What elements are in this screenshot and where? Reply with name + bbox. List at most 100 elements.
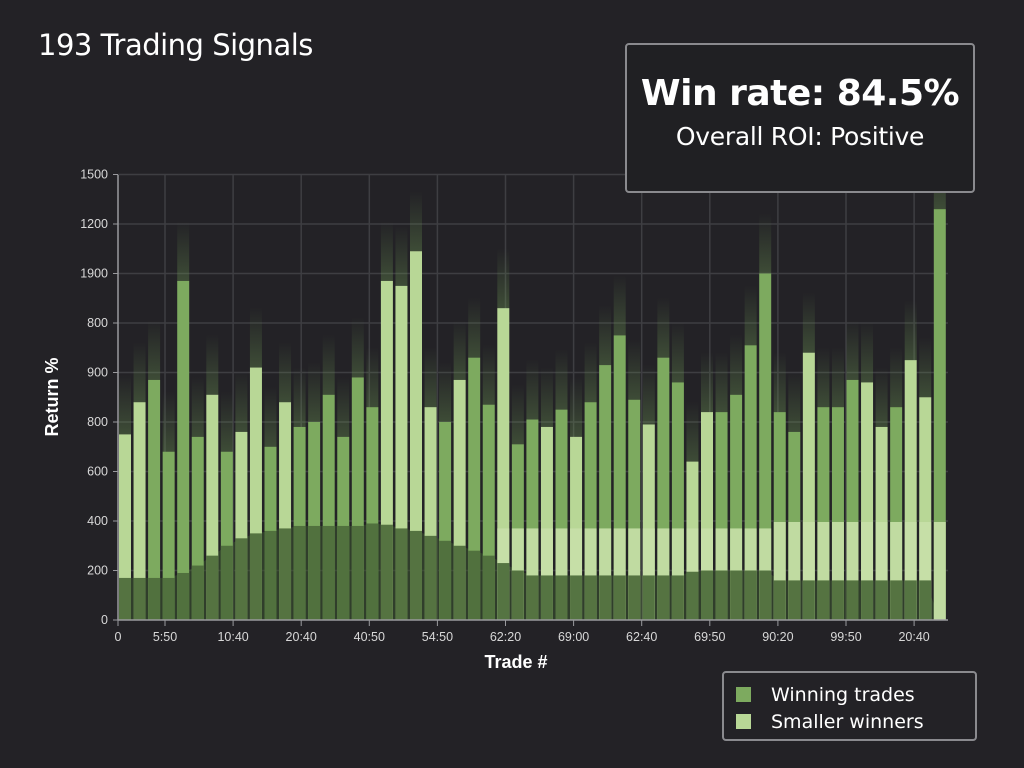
bar-glow <box>249 307 262 368</box>
bar-base-segment <box>715 570 728 620</box>
stats-box: Win rate: 84.5% Overall ROI: Positive <box>625 43 975 193</box>
bar-base-segment <box>395 528 408 620</box>
bar-base-segment <box>439 540 452 620</box>
bar-base-segment <box>817 580 830 620</box>
bar-glow <box>715 352 728 413</box>
bar-base-segment <box>220 545 233 620</box>
bar-base-segment <box>162 577 175 620</box>
legend-label: Smaller winners <box>771 710 924 733</box>
bar-glow <box>861 322 874 383</box>
bar-base-segment <box>919 580 932 620</box>
bar-base-segment <box>628 575 641 620</box>
bar-glow <box>119 374 131 435</box>
bar-base-segment <box>657 575 670 620</box>
y-tick-label: 600 <box>87 465 108 479</box>
bar-glow <box>788 371 801 432</box>
bar-glow <box>773 352 786 413</box>
bar-base-segment <box>482 555 495 620</box>
bar-base-segment <box>322 525 335 620</box>
bar-glow <box>671 322 684 383</box>
bar-glow <box>613 275 626 336</box>
bar-glow <box>351 317 364 378</box>
bar-base-segment <box>540 575 553 620</box>
bar <box>933 209 946 620</box>
bar-glow <box>642 364 655 425</box>
bar-base-segment <box>249 533 262 620</box>
x-tick-label: 62:40 <box>626 630 657 644</box>
bar-glow <box>424 347 437 408</box>
bar-base-segment <box>584 575 597 620</box>
bar-base-segment <box>613 575 626 620</box>
bar-glow <box>730 334 743 395</box>
bar-base-segment <box>861 580 874 620</box>
bar-base-segment <box>802 580 815 620</box>
bar <box>177 280 190 620</box>
y-tick-label: 200 <box>87 564 108 578</box>
bar-glow <box>817 347 830 408</box>
bar-base-segment <box>366 523 379 620</box>
bar-base-segment <box>744 570 757 620</box>
bar-base-segment <box>468 550 481 620</box>
bar-base-segment <box>773 580 786 620</box>
bar-glow <box>439 362 452 422</box>
bar-base-segment <box>788 580 801 620</box>
bar <box>119 434 131 620</box>
bar-base-segment <box>206 555 219 620</box>
bar-glow <box>831 347 844 408</box>
bar-glow <box>599 305 612 366</box>
bar-glow <box>584 342 597 403</box>
bar-base-segment <box>191 565 204 620</box>
bar-glow <box>162 391 175 452</box>
bar-glow <box>802 292 815 353</box>
y-axis-label: Return % <box>42 357 62 436</box>
bar-base-segment <box>380 524 393 620</box>
bar-glow <box>264 386 277 447</box>
bar-base-segment <box>264 530 277 620</box>
x-tick-label: 62:20 <box>490 630 521 644</box>
bar-base-segment <box>875 580 888 620</box>
bar-glow <box>322 334 335 395</box>
bar-glow <box>308 362 321 422</box>
bar-base-segment <box>642 575 655 620</box>
x-tick-label: 5:50 <box>153 630 177 644</box>
bar-glow <box>133 342 146 403</box>
bar-glow <box>395 225 408 286</box>
bar-base-segment <box>890 580 903 620</box>
bar-base-segment <box>759 570 772 620</box>
x-tick-label: 40:50 <box>354 630 385 644</box>
bar-glow <box>570 376 583 437</box>
x-tick-label: 69:50 <box>694 630 725 644</box>
x-tick-label: 99:50 <box>830 630 861 644</box>
x-tick-label: 20:40 <box>898 630 929 644</box>
bar-glow <box>628 339 641 400</box>
bar-base-segment <box>424 535 437 620</box>
bar-glow <box>846 319 859 380</box>
bar-glow <box>235 371 248 432</box>
bar-base-segment <box>904 580 917 620</box>
bar-glow <box>410 191 422 252</box>
y-tick-label: 800 <box>87 415 108 429</box>
bar-base-segment <box>410 530 422 620</box>
bar-base-segment <box>119 577 131 620</box>
bar-glow <box>482 344 495 405</box>
y-tick-label: 0 <box>101 613 108 627</box>
bar-glow <box>904 300 917 361</box>
bar-glow <box>206 334 219 395</box>
bar <box>133 402 146 620</box>
bar-glow <box>759 213 772 274</box>
bar-glow <box>337 376 350 437</box>
bar-base-segment <box>671 575 684 620</box>
bar-glow <box>293 366 306 427</box>
legend: Winning trades Smaller winners <box>722 671 977 741</box>
bar-base-segment <box>308 525 321 620</box>
y-tick-label: 1500 <box>80 168 108 182</box>
x-axis-label: Trade # <box>484 652 547 672</box>
bar-glow <box>555 349 568 410</box>
bar-base-segment <box>351 525 364 620</box>
x-tick-label: 69:00 <box>558 630 589 644</box>
x-tick-label: 10:40 <box>217 630 248 644</box>
bar-base-segment <box>599 575 612 620</box>
bar-glow <box>744 285 757 346</box>
bar-base-segment <box>337 525 350 620</box>
